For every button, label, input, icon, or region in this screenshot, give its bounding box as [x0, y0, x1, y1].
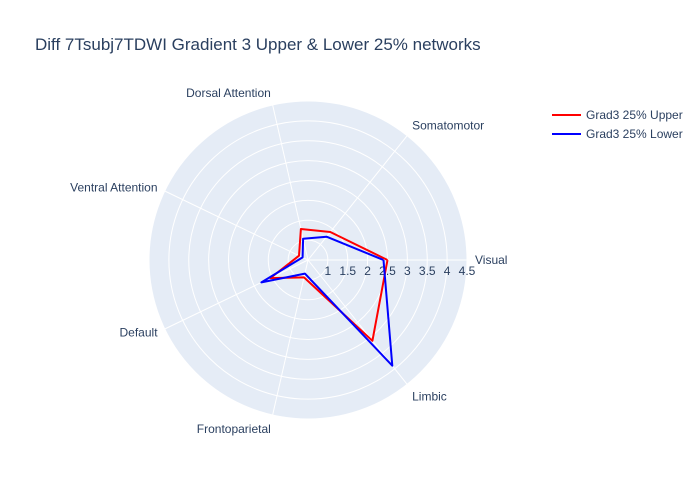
category-label: Visual — [475, 253, 507, 267]
radial-tick-label: 1.5 — [339, 264, 356, 278]
radial-tick-label: 4.5 — [459, 264, 476, 278]
category-label: Dorsal Attention — [186, 86, 271, 100]
legend-label: Grad3 25% Lower — [586, 127, 683, 141]
chart-title: Diff 7Tsubj7TDWI Gradient 3 Upper & Lowe… — [35, 35, 481, 54]
category-label: Default — [120, 325, 159, 339]
category-label: Limbic — [412, 390, 447, 404]
category-label: Frontoparietal — [197, 422, 271, 436]
radial-tick-label: 4 — [444, 264, 451, 278]
angular-gridline — [164, 259, 309, 330]
radial-tick-label: 2.5 — [379, 264, 396, 278]
legend-label: Grad3 25% Upper — [586, 108, 683, 122]
angular-gridline — [307, 135, 408, 261]
radial-tick-label: 2 — [364, 264, 371, 278]
series-line — [260, 235, 394, 367]
category-label: Ventral Attention — [70, 181, 157, 195]
radial-tick-label: 3 — [404, 264, 411, 278]
radial-tick-label: 1 — [325, 264, 332, 278]
legend: Grad3 25% Upper Grad3 25% Lower — [552, 108, 683, 141]
series-line — [269, 228, 389, 342]
angular-gridline — [272, 104, 309, 261]
polar-plot-area: Visual Somatomotor Dorsal Attention Ventral… — [70, 86, 507, 436]
angular-gridline — [272, 259, 309, 416]
category-label: Somatomotor — [412, 118, 484, 132]
angular-gridline — [164, 190, 309, 261]
radial-tick-label: 3.5 — [419, 264, 436, 278]
